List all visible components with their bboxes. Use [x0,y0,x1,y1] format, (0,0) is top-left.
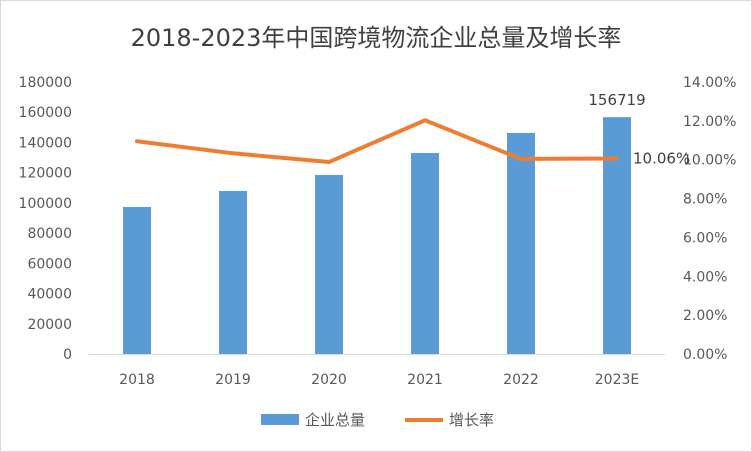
left-axis-tick-label: 0 [63,347,72,363]
right-axis-tick-label: 2.00% [683,308,727,324]
x-axis-tick-label: 2018 [119,372,155,388]
left-axis-tick-label: 120000 [19,166,72,182]
right-axis-tick-label: 0.00% [683,347,727,363]
left-axis-tick-label: 80000 [27,226,72,242]
left-axis-tick-label: 100000 [19,196,72,212]
x-axis-tick-label: 2022 [503,372,539,388]
bar-2022 [507,132,535,354]
left-axis-tick-label: 180000 [19,75,72,91]
bar-2021 [411,153,439,354]
right-axis-tick-label: 10.00% [683,153,736,169]
right-axis-tick-label: 6.00% [683,230,727,246]
left-axis-tick-label: 40000 [27,287,72,303]
bar-data-label: 156719 [588,91,645,109]
x-axis-tick-label: 2021 [407,372,443,388]
right-axis-tick-label: 4.00% [683,269,727,285]
right-axis-tick-label: 12.00% [683,114,736,130]
bar-2020 [315,174,343,354]
right-axis-tick-label: 8.00% [683,192,727,208]
legend-line-label: 增长率 [449,411,494,429]
left-axis-tick-label: 160000 [19,105,72,121]
line-data-label: 10.06% [633,150,690,168]
right-axis-tick-label: 14.00% [683,75,736,91]
x-axis-tick-label: 2020 [311,372,347,388]
left-axis-tick-label: 60000 [27,256,72,272]
left-axis-tick-label: 140000 [19,135,72,151]
x-axis-tick-label: 2019 [215,372,251,388]
bar-2018 [123,206,151,354]
bar-2023E [603,117,631,354]
bar-2019 [219,190,247,354]
chart-title: 2018-2023年中国跨境物流企业总量及增长率 [131,24,622,52]
left-axis-tick-label: 20000 [27,317,72,333]
legend-bar-label: 企业总量 [305,411,365,429]
growth-rate-line [135,118,619,165]
x-axis-tick-label: 2023E [595,372,639,388]
legend-bar-swatch [261,414,299,425]
